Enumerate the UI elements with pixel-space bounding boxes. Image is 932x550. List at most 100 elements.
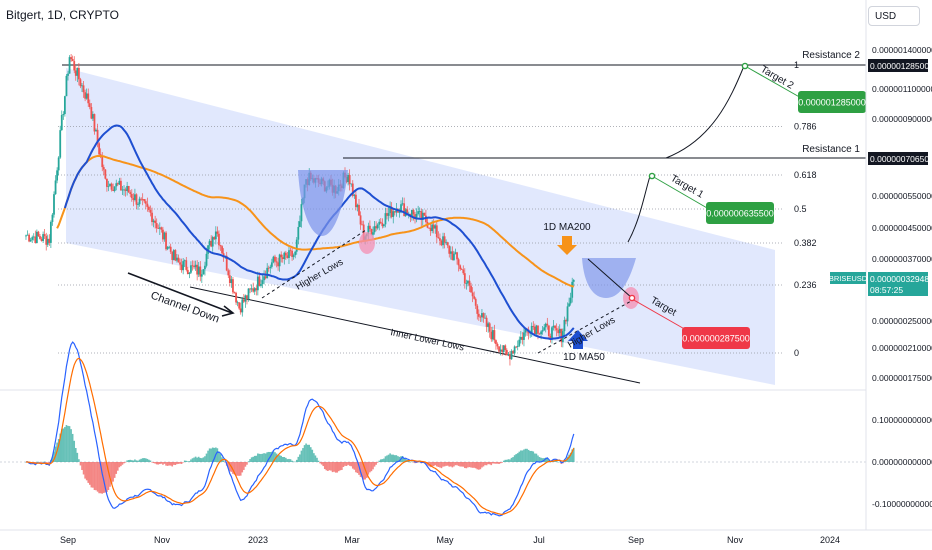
candle-body [378,221,381,225]
macd-hist-bar [442,462,444,467]
macd-hist-bar [135,460,138,462]
macd-hist-bar [476,462,479,470]
macd-hist-bar [454,462,457,466]
macd-hist-bar [129,459,132,462]
macd-hist-bar [146,458,149,462]
macd-hist-bar [60,429,63,462]
candle-body [165,232,167,250]
candle-body [239,308,242,313]
candle-body [87,93,90,104]
signal-line [26,357,575,516]
macd-hist-bar [471,462,474,468]
candle-body [244,295,247,302]
candle-body [115,183,118,187]
macd-hist-bar [157,462,160,465]
candle-body [98,143,101,155]
macd-hist-bar [140,458,142,462]
candle-body [107,186,110,188]
target-1-box [706,202,774,224]
macd-hist-bar [163,462,166,464]
macd-hist-bar [485,462,488,466]
macd-hist-bar [365,462,368,478]
candle-body [264,276,267,279]
macd-hist-bar [263,453,265,462]
macd-hist-bar [183,460,186,462]
candle-body [358,204,360,216]
candle-body [473,296,476,299]
candle-body [283,252,286,260]
candle-body [423,212,426,216]
macd-hist-bar [518,451,521,462]
target-point [628,294,636,302]
channel-down-arrow [127,272,235,317]
macd-hist-bar [411,461,413,463]
candle-body [533,326,536,335]
candle-body [498,346,500,352]
macd-hist-bar [492,462,494,464]
macd-hist-bar [219,454,222,462]
candle-body [519,336,522,340]
candle-body [227,270,230,276]
candle-body [524,329,527,333]
candle-body [442,236,444,246]
macd-hist-bar [112,462,114,482]
candle-body [383,224,385,227]
currency-selector[interactable]: USD [868,6,920,26]
macd-hist-bar [313,453,315,462]
macd-hist-bar [180,462,183,464]
macd-hist-bar [361,462,363,478]
macd-hist-bar [309,447,312,462]
candle-body [163,232,166,240]
macd-hist-bar [404,458,407,462]
macd-hist-bar [462,462,465,467]
candle-body [73,61,76,71]
candle-body [211,237,214,247]
candle-body [351,183,354,196]
fib-level-label: 0.236 [794,280,817,290]
macd-hist-bar [244,462,247,467]
macd-hist-bar [236,462,239,476]
pattern-bowl-left [298,170,348,236]
candle-body [199,266,202,277]
candle-body [414,214,416,219]
candle-body [102,167,105,170]
macd-hist-bar [207,450,209,462]
candle-body [149,209,152,213]
candle-body [31,237,34,240]
candle-body [127,185,130,193]
macd-hist-bar [48,462,51,464]
target-box [682,327,750,349]
macd-hist-bar [322,462,325,467]
price-axis[interactable]: 0.000001400000 0.000001100000 0.00000090… [829,45,932,383]
candle-body [513,346,516,354]
candle-body [367,225,370,234]
macd-hist-bar [484,462,486,466]
candle-body [571,281,574,298]
candle-body [484,317,486,319]
time-label: Jul [533,535,545,545]
candle-body [137,204,139,206]
candle-body [523,332,525,340]
macd-hist-bar [502,460,505,462]
macd-hist-bar [327,462,329,471]
candle-body [258,276,261,286]
macd-axis[interactable]: 0.100000000000 0.000000000000 -0.1000000… [872,415,932,509]
candle-body [241,299,244,313]
candle-body [123,189,125,191]
candle-body [552,325,555,328]
macd-hist-bar [482,462,485,467]
candle-body [294,251,297,256]
candle-body [289,250,292,252]
macd-hist-bar [303,445,306,462]
candle-body [507,354,510,356]
macd-histogram [25,425,575,494]
macd-hist-bar [439,462,441,468]
candle-body [543,327,546,331]
macd-hist-bar [465,462,468,469]
candle-body [208,240,211,246]
time-axis[interactable]: Sep Nov 2023 Mar May Jul Sep Nov 2024 [60,535,840,545]
macd-tick: -0.100000000000 [872,499,932,509]
candle-body [77,67,80,80]
candle-body [39,236,41,239]
